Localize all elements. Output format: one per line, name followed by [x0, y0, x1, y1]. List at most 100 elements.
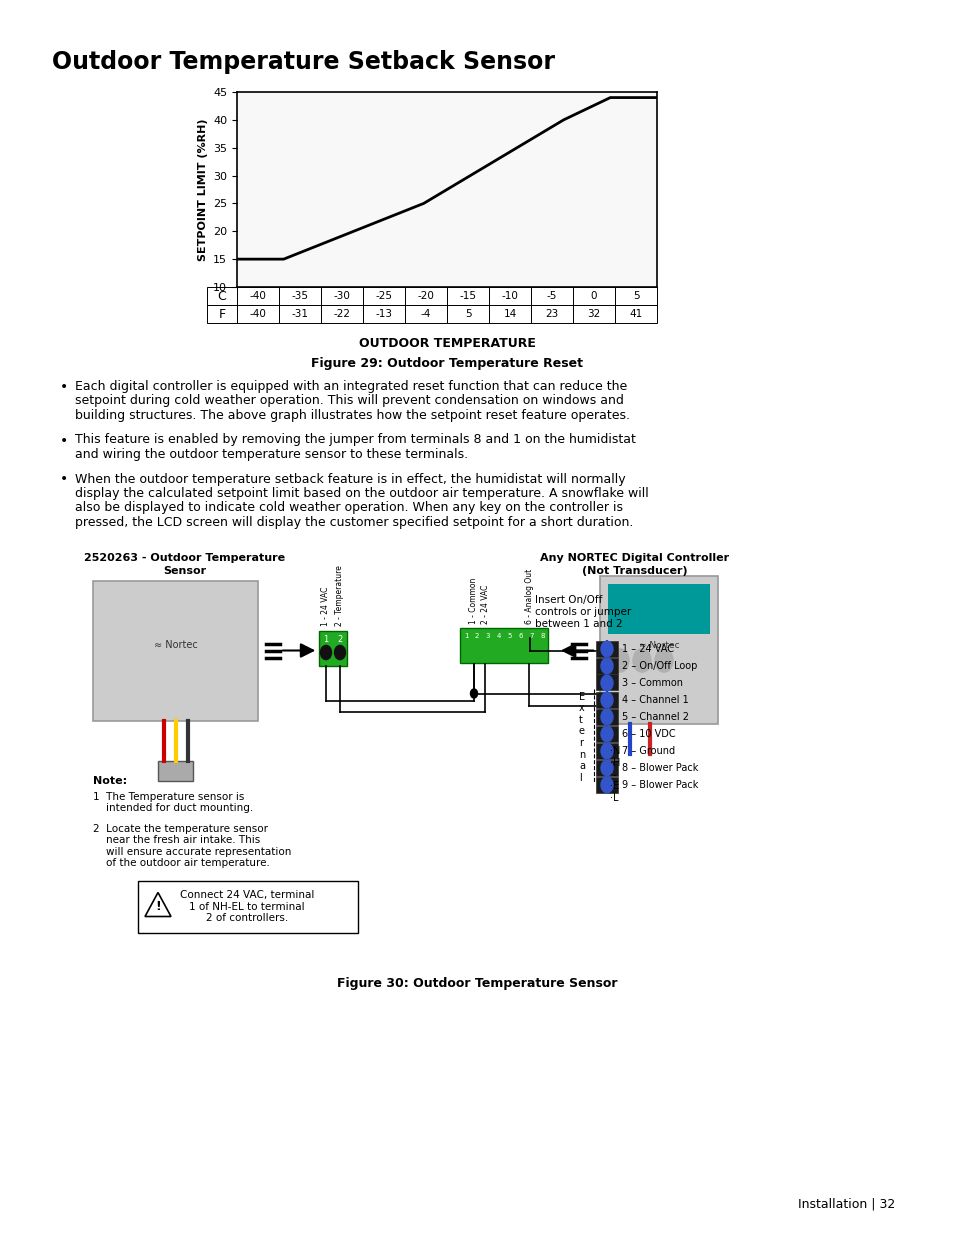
Text: 8 – Blower Pack: 8 – Blower Pack — [621, 763, 698, 773]
Text: 1 - 24 VAC: 1 - 24 VAC — [321, 587, 330, 625]
Bar — [573, 305, 615, 324]
Bar — [318, 631, 347, 666]
Text: Sensor: Sensor — [163, 566, 207, 576]
Circle shape — [633, 648, 650, 672]
Text: ·N
·H
·-
·E
·L: ·N ·H ·- ·E ·L — [609, 746, 619, 803]
Bar — [596, 657, 618, 673]
Text: -25: -25 — [375, 291, 392, 301]
Text: -31: -31 — [292, 309, 308, 319]
Text: -10: -10 — [501, 291, 517, 301]
Text: 6 - Analog Out: 6 - Analog Out — [524, 568, 533, 624]
Bar — [207, 305, 236, 324]
Bar — [489, 305, 531, 324]
Text: -4: -4 — [420, 309, 431, 319]
Text: ≈ Nortec: ≈ Nortec — [638, 641, 679, 650]
Text: -30: -30 — [334, 291, 350, 301]
Circle shape — [600, 709, 613, 725]
Circle shape — [600, 693, 613, 708]
Text: 5: 5 — [507, 632, 512, 638]
Circle shape — [655, 648, 672, 672]
Text: Each digital controller is equipped with an integrated reset function that can r: Each digital controller is equipped with… — [75, 380, 626, 393]
Bar — [596, 641, 618, 657]
Bar — [596, 692, 618, 708]
Text: 23: 23 — [545, 309, 558, 319]
Text: 3: 3 — [485, 632, 490, 638]
Text: 2: 2 — [475, 632, 478, 638]
Text: 32: 32 — [587, 309, 600, 319]
Text: 0: 0 — [590, 291, 597, 301]
Text: Insert On/Off
controls or jumper
between 1 and 2: Insert On/Off controls or jumper between… — [535, 595, 631, 629]
Text: 2520263 - Outdoor Temperature: 2520263 - Outdoor Temperature — [85, 552, 285, 562]
Text: 2: 2 — [337, 636, 342, 645]
Bar — [405, 287, 447, 305]
Bar — [447, 305, 489, 324]
Text: and wiring the outdoor temperature sensor to these terminals.: and wiring the outdoor temperature senso… — [75, 448, 468, 461]
Text: -22: -22 — [334, 309, 350, 319]
Text: 2  Locate the temperature sensor
    near the fresh air intake. This
    will en: 2 Locate the temperature sensor near the… — [92, 824, 291, 868]
Text: E
x
t
e
r
n
a
l: E x t e r n a l — [578, 692, 584, 783]
Bar — [615, 305, 657, 324]
Bar — [459, 629, 547, 663]
Text: 1  The Temperature sensor is
    intended for duct mounting.: 1 The Temperature sensor is intended for… — [92, 792, 253, 813]
Text: Outdoor Temperature Setback Sensor: Outdoor Temperature Setback Sensor — [52, 49, 555, 74]
Text: Note:: Note: — [92, 776, 127, 785]
Polygon shape — [145, 893, 171, 916]
Bar — [363, 305, 405, 324]
Y-axis label: SETPOINT LIMIT (%RH): SETPOINT LIMIT (%RH) — [197, 119, 208, 261]
Circle shape — [600, 761, 613, 776]
Bar — [596, 674, 618, 690]
Bar — [607, 583, 709, 634]
Text: 1: 1 — [323, 636, 328, 645]
Bar — [158, 761, 193, 781]
Text: -5: -5 — [546, 291, 557, 301]
Text: -15: -15 — [459, 291, 476, 301]
Text: •: • — [60, 380, 68, 394]
Bar — [278, 287, 320, 305]
Text: ≈ Nortec: ≈ Nortec — [153, 641, 197, 651]
Text: OUTDOOR TEMPERATURE: OUTDOOR TEMPERATURE — [358, 337, 535, 350]
Bar — [405, 305, 447, 324]
Text: 5: 5 — [632, 291, 639, 301]
Text: C: C — [217, 289, 226, 303]
Circle shape — [600, 641, 613, 657]
Text: 1 – 24 VAC: 1 – 24 VAC — [621, 643, 673, 655]
Text: 4: 4 — [497, 632, 500, 638]
Circle shape — [600, 743, 613, 758]
Bar — [363, 287, 405, 305]
Text: setpoint during cold weather operation. This will prevent condensation on window: setpoint during cold weather operation. … — [75, 394, 623, 408]
Bar — [599, 576, 718, 724]
Text: 1 - Common: 1 - Common — [469, 577, 478, 624]
Bar — [596, 777, 618, 793]
Text: pressed, the LCD screen will display the customer specified setpoint for a short: pressed, the LCD screen will display the… — [75, 516, 633, 529]
Circle shape — [335, 646, 345, 659]
Bar — [278, 305, 320, 324]
Text: Connect 24 VAC, terminal
1 of NH-EL to terminal
2 of controllers.: Connect 24 VAC, terminal 1 of NH-EL to t… — [180, 890, 314, 923]
Text: -40: -40 — [250, 309, 266, 319]
Text: !: ! — [155, 900, 161, 913]
Circle shape — [610, 648, 628, 672]
Text: Installation | 32: Installation | 32 — [797, 1197, 894, 1210]
Text: 5: 5 — [464, 309, 471, 319]
Bar — [596, 709, 618, 725]
Text: -35: -35 — [292, 291, 308, 301]
Bar — [320, 305, 363, 324]
Bar — [596, 742, 618, 758]
Bar — [207, 287, 236, 305]
Text: -13: -13 — [375, 309, 392, 319]
Text: -40: -40 — [250, 291, 266, 301]
Bar — [596, 725, 618, 741]
Text: 2 - 24 VAC: 2 - 24 VAC — [480, 584, 489, 624]
Text: 1: 1 — [463, 632, 468, 638]
Bar — [236, 305, 278, 324]
Bar — [573, 287, 615, 305]
Text: Figure 29: Outdoor Temperature Reset: Figure 29: Outdoor Temperature Reset — [311, 357, 582, 370]
Circle shape — [600, 658, 613, 674]
Bar — [489, 287, 531, 305]
Text: F: F — [218, 308, 225, 321]
Circle shape — [600, 676, 613, 690]
Circle shape — [470, 689, 477, 698]
Bar — [447, 287, 489, 305]
Text: 5 – Channel 2: 5 – Channel 2 — [621, 713, 688, 722]
Text: 2 - Temperature: 2 - Temperature — [335, 564, 344, 625]
Text: 41: 41 — [629, 309, 642, 319]
